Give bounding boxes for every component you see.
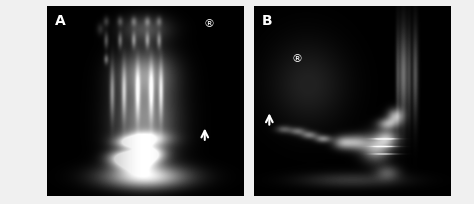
Text: ®: ® [292,54,302,64]
Text: A: A [55,14,66,28]
Text: B: B [262,14,272,28]
Text: ®: ® [203,19,214,29]
